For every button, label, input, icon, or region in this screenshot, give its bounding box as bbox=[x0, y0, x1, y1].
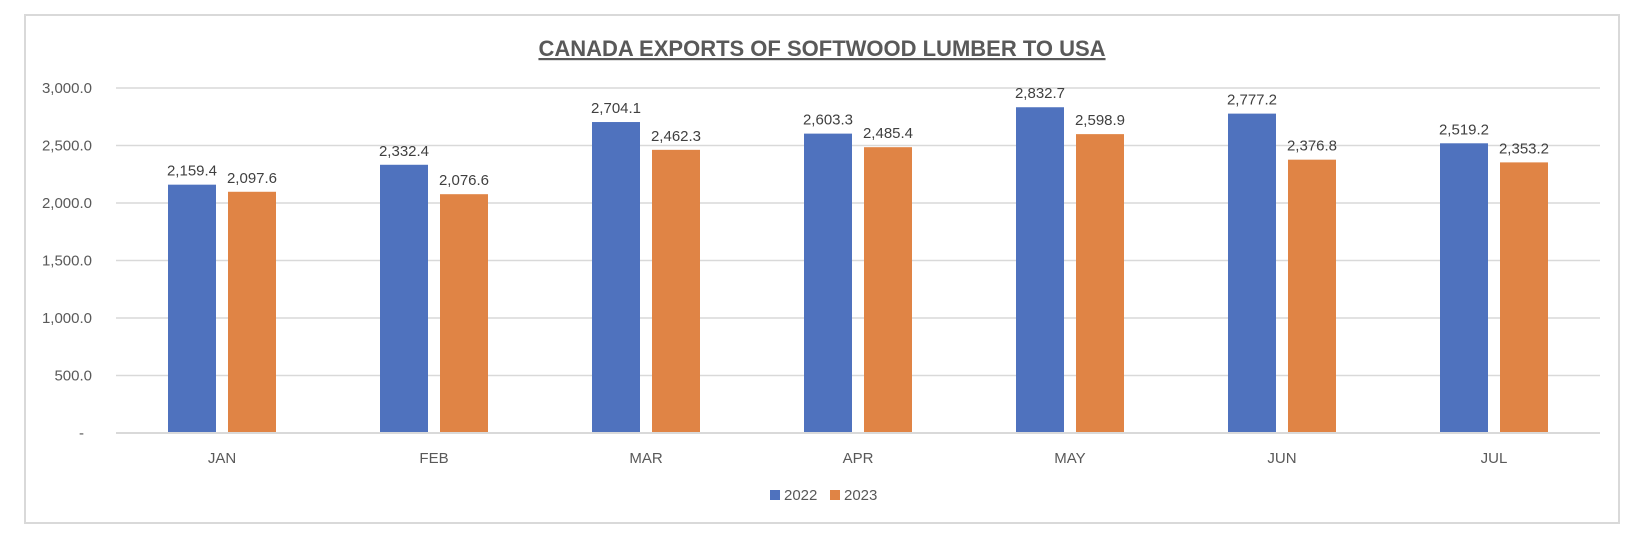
bar-2023-mar bbox=[652, 149, 700, 432]
legend-label: 2023 bbox=[844, 487, 877, 504]
y-tick-label: 500.0 bbox=[54, 368, 92, 385]
legend-swatch-2023 bbox=[830, 490, 840, 500]
bar-2022-mar bbox=[592, 122, 640, 432]
data-label: 2,519.2 bbox=[1439, 121, 1489, 138]
bar-2023-feb bbox=[440, 194, 488, 432]
bar-2022-jul bbox=[1440, 143, 1488, 433]
bar-2022-apr bbox=[804, 133, 852, 433]
x-tick-label: JUN bbox=[1267, 450, 1296, 467]
data-label: 2,598.9 bbox=[1075, 112, 1125, 129]
data-label: 2,376.8 bbox=[1287, 138, 1337, 155]
data-label: 2,462.3 bbox=[651, 128, 701, 145]
bar-2023-may bbox=[1076, 134, 1124, 432]
x-tick-label: JAN bbox=[208, 450, 236, 467]
x-tick-label: JUL bbox=[1481, 450, 1508, 467]
bar-2023-jan bbox=[228, 191, 276, 432]
bar-2022-jan bbox=[168, 184, 216, 432]
y-tick-label: 2,000.0 bbox=[42, 195, 92, 212]
legend-swatch-2022 bbox=[770, 490, 780, 500]
chart-frame bbox=[24, 14, 1620, 524]
bar-2022-may bbox=[1016, 107, 1064, 432]
data-label: 2,332.4 bbox=[379, 143, 429, 160]
data-label: 2,704.1 bbox=[591, 100, 641, 117]
data-label: 2,097.6 bbox=[227, 170, 277, 187]
data-label: 2,076.6 bbox=[439, 172, 489, 189]
chart-title: CANADA EXPORTS OF SOFTWOOD LUMBER TO USA bbox=[538, 36, 1105, 61]
bar-2022-feb bbox=[380, 164, 428, 433]
bar-2023-jun bbox=[1288, 159, 1336, 432]
y-tick-label: 1,500.0 bbox=[42, 253, 92, 270]
bar-2023-apr bbox=[864, 147, 912, 432]
x-tick-label: MAY bbox=[1054, 450, 1085, 467]
x-tick-label: FEB bbox=[419, 450, 448, 467]
x-tick-label: APR bbox=[843, 450, 874, 467]
x-tick-label: MAR bbox=[629, 450, 663, 467]
y-tick-label: 2,500.0 bbox=[42, 138, 92, 155]
data-label: 2,485.4 bbox=[863, 125, 913, 142]
data-label: 2,777.2 bbox=[1227, 92, 1277, 109]
data-label: 2,353.2 bbox=[1499, 140, 1549, 157]
y-tick-label: - bbox=[79, 425, 84, 442]
data-label: 2,832.7 bbox=[1015, 85, 1065, 102]
legend-label: 2022 bbox=[784, 487, 817, 504]
y-tick-label: 3,000.0 bbox=[42, 80, 92, 97]
bar-2022-jun bbox=[1228, 113, 1276, 432]
data-label: 2,603.3 bbox=[803, 112, 853, 129]
y-tick-label: 1,000.0 bbox=[42, 310, 92, 327]
data-label: 2,159.4 bbox=[167, 163, 217, 180]
bar-2023-jul bbox=[1500, 162, 1548, 432]
